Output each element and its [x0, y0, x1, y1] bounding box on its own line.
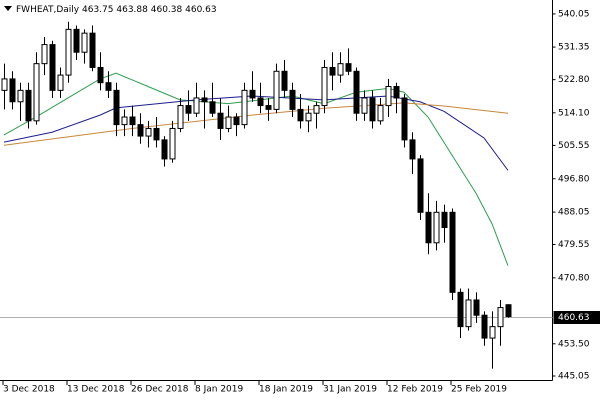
x-tick-label: 31 Jan 2019 — [323, 385, 377, 395]
candle-body — [305, 112, 312, 122]
candle-body — [297, 108, 304, 122]
candle-body — [113, 89, 120, 126]
candle-body — [25, 89, 32, 122]
candle-body — [321, 66, 328, 107]
price-label: 460.63 — [558, 313, 590, 323]
candle-body — [337, 63, 344, 76]
candle-body — [41, 44, 48, 65]
candle-body — [89, 32, 96, 68]
candle-body — [233, 116, 240, 126]
y-tick-label: 479.55 — [558, 240, 590, 250]
candle-body — [425, 211, 432, 244]
candle-body — [225, 116, 232, 129]
candle-body — [9, 78, 16, 103]
candle-body — [249, 89, 256, 99]
y-tick-label: 522.80 — [558, 75, 590, 85]
candle-body — [201, 97, 208, 103]
candle-body — [369, 97, 376, 122]
candle-body — [153, 127, 160, 141]
candle-body — [353, 70, 360, 114]
candle-body — [497, 307, 504, 328]
y-tick-label: 514.10 — [558, 108, 590, 118]
candle-body — [17, 89, 24, 103]
x-tick-label: 13 Dec 2018 — [67, 385, 125, 395]
candle-body — [457, 291, 464, 328]
candle-body — [385, 86, 392, 107]
candle-body — [417, 158, 424, 213]
candle-body — [137, 124, 144, 137]
candle-body — [393, 86, 400, 99]
y-tick-label: 496.80 — [558, 174, 590, 184]
candle-body — [289, 89, 296, 110]
candle-body — [281, 70, 288, 91]
candle-body — [505, 304, 512, 318]
candle-body — [1, 78, 8, 91]
candle-body — [377, 105, 384, 122]
low-value: 460.38 — [151, 5, 183, 15]
candle-body — [329, 66, 336, 76]
candle-body — [57, 74, 64, 91]
close-value: 460.63 — [185, 5, 217, 15]
candle-body — [449, 211, 456, 293]
candle-body — [33, 63, 40, 122]
candle-body — [81, 32, 88, 53]
candle-body — [273, 70, 280, 110]
candle-body — [401, 97, 408, 141]
candle-body — [185, 105, 192, 114]
candle-body — [481, 314, 488, 339]
candle-body — [217, 112, 224, 129]
candle-body — [361, 97, 368, 114]
candle-body — [433, 211, 440, 244]
y-tick-label: 445.05 — [558, 371, 590, 381]
candle-body — [465, 299, 472, 328]
candle-body — [193, 97, 200, 114]
x-tick-label: 25 Feb 2019 — [451, 385, 507, 395]
y-tick-label: 540.05 — [558, 9, 590, 19]
symbol: FWHEAT,Daily — [16, 5, 80, 15]
candle-body — [145, 127, 152, 137]
candle-body — [97, 66, 104, 84]
x-tick-label: 8 Jan 2019 — [195, 385, 243, 395]
candle-body — [169, 127, 176, 160]
moving-average — [3, 95, 509, 171]
x-tick-label: 12 Feb 2019 — [387, 385, 443, 395]
candle-body — [161, 139, 168, 160]
candle-body — [265, 105, 272, 110]
y-tick-label: 470.80 — [558, 273, 590, 283]
price-label-box — [553, 311, 600, 324]
candle-body — [65, 28, 72, 76]
candle-body — [313, 105, 320, 114]
x-tick-label: 26 Dec 2018 — [131, 385, 189, 395]
candle-body — [409, 139, 416, 160]
y-tick-label: 505.55 — [558, 141, 590, 151]
high-value: 463.88 — [116, 5, 148, 15]
candle-body — [345, 63, 352, 72]
menu-icon — [4, 6, 12, 11]
open-value: 463.75 — [82, 5, 114, 15]
x-tick-label: 18 Jan 2019 — [259, 385, 313, 395]
candle-body — [121, 116, 128, 126]
candle-body — [177, 105, 184, 129]
candle-body — [209, 101, 216, 114]
x-tick-label: 3 Dec 2018 — [3, 385, 55, 395]
chart-title: FWHEAT,Daily 463.75 463.88 460.38 460.63 — [16, 5, 217, 15]
y-tick-label: 488.05 — [558, 208, 590, 218]
candle-body — [49, 44, 56, 91]
candle-body — [441, 211, 448, 229]
candle-body — [241, 89, 248, 126]
candle-body — [473, 299, 480, 316]
candle-body — [105, 82, 112, 91]
candle-body — [129, 116, 136, 126]
y-tick-label: 453.50 — [558, 339, 590, 349]
candle-body — [489, 326, 496, 339]
y-tick-label: 531.35 — [558, 43, 590, 53]
candle-body — [73, 28, 80, 53]
candle-body — [257, 97, 264, 107]
